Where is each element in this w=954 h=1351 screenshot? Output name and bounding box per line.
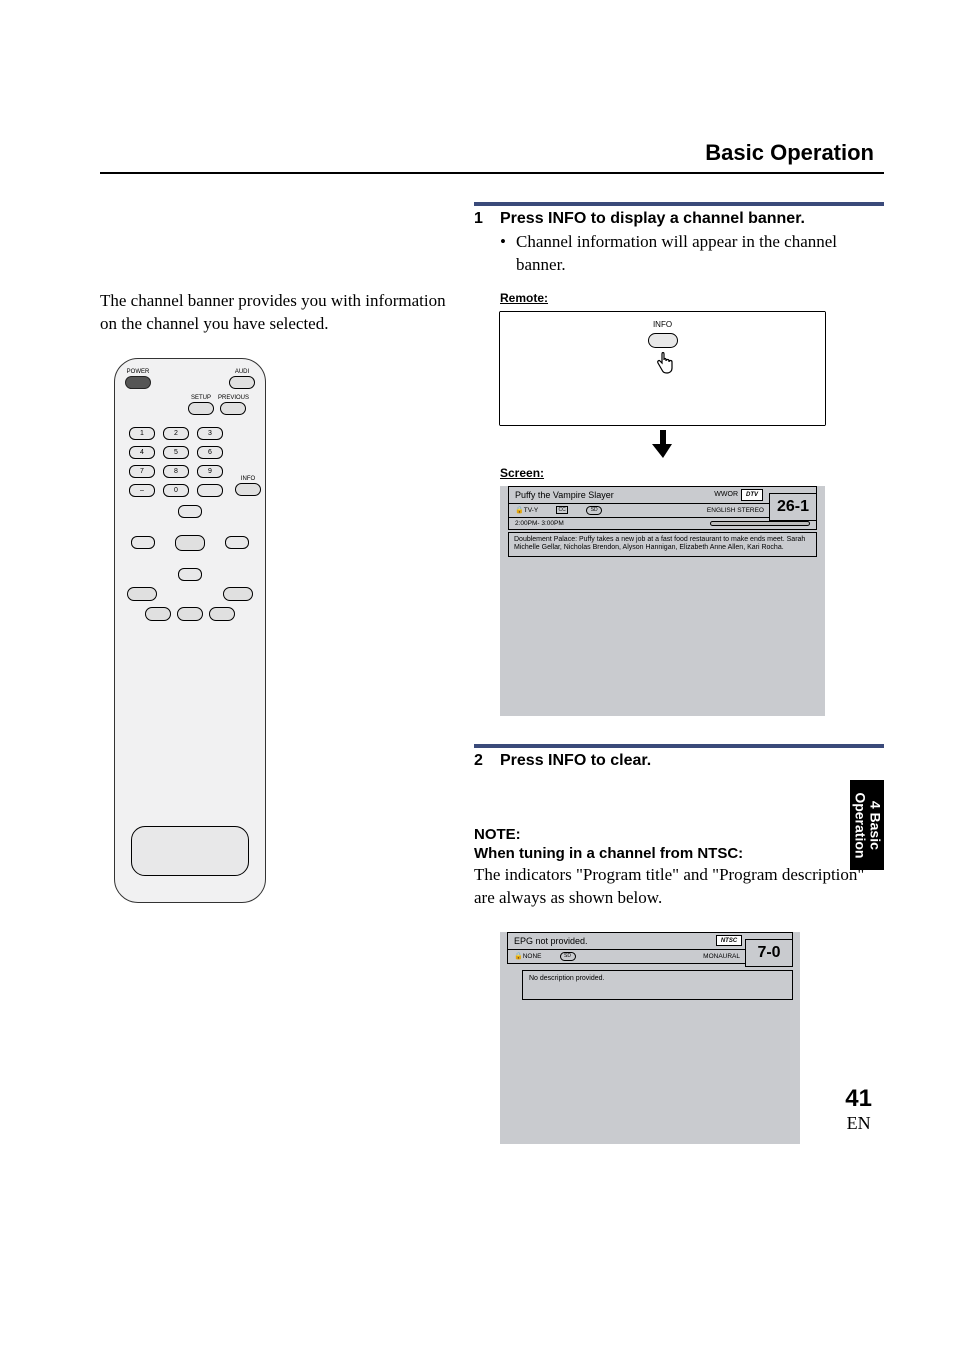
ntsc-badge: NTSC xyxy=(716,935,742,946)
note-section: NOTE: When tuning in a channel from NTSC… xyxy=(474,826,884,910)
dpad-left[interactable] xyxy=(131,536,155,549)
lock-icon: 🔒 xyxy=(515,507,524,514)
audi-label: AUDI xyxy=(235,369,249,375)
lock-icon-2: 🔒 xyxy=(514,953,523,960)
numpad-0[interactable]: 0 xyxy=(163,484,189,497)
progress-bar xyxy=(710,521,810,526)
intro-text: The channel banner provides you with inf… xyxy=(100,290,450,336)
program-title: Puffy the Vampire Slayer xyxy=(509,490,714,500)
chapter-tab: 4 Basic Operation xyxy=(850,780,884,870)
page-footer: 41 EN xyxy=(845,1085,872,1134)
channel-number-box-2: 7-0 xyxy=(745,939,793,967)
step-2-block: 2 Press INFO to clear. xyxy=(474,744,884,770)
step-1-bullet-text: Channel information will appear in the c… xyxy=(516,231,884,277)
mini-remote-diagram: INFO xyxy=(500,311,825,426)
tab-line-2: Operation xyxy=(852,792,867,858)
step-2-number: 2 xyxy=(474,752,488,770)
audi-button[interactable] xyxy=(229,376,255,389)
header-rule xyxy=(100,172,884,174)
previous-label: PREVIOUS xyxy=(218,395,249,401)
info-label: INFO xyxy=(241,476,255,482)
program-description-2: No description provided. xyxy=(522,970,793,1000)
page-container: Basic Operation The channel banner provi… xyxy=(0,0,954,1184)
note-header: NOTE: xyxy=(474,826,884,843)
page-title: Basic Operation xyxy=(100,140,884,172)
down-arrow-icon xyxy=(500,430,825,464)
numpad-7[interactable]: 7 xyxy=(129,465,155,478)
rating-text-2: NONE xyxy=(523,953,542,960)
mini-info-label: INFO xyxy=(653,320,672,329)
cc-badge: CC xyxy=(556,506,568,514)
lower-button-left[interactable] xyxy=(127,587,157,601)
step-2-text: Press INFO to clear. xyxy=(500,752,651,770)
callsign: WWOR xyxy=(714,491,741,498)
dpad-down[interactable] xyxy=(178,568,202,581)
rating-text: TV-Y xyxy=(524,507,538,514)
lower-button-right[interactable] xyxy=(223,587,253,601)
screen-diagram-1: 26-1 Puffy the Vampire Slayer WWOR DTV 🔒… xyxy=(500,486,825,716)
left-column: The channel banner provides you with inf… xyxy=(100,202,450,1144)
triple-button-1[interactable] xyxy=(145,607,171,621)
numpad-5[interactable]: 5 xyxy=(163,446,189,459)
screen-diagram-2: 7-0 EPG not provided. NTSC 🔒NONE SD MONA… xyxy=(500,932,800,1144)
numpad-1[interactable]: 1 xyxy=(129,427,155,440)
dpad-center[interactable] xyxy=(175,535,205,551)
step-1-number: 1 xyxy=(474,210,488,228)
remote-label: Remote: xyxy=(500,291,884,305)
sd-badge: SD xyxy=(586,506,602,515)
numpad-4[interactable]: 4 xyxy=(129,446,155,459)
note-body: The indicators "Program title" and "Prog… xyxy=(474,864,884,910)
power-label: POWER xyxy=(127,369,150,375)
note-subheader: When tuning in a channel from NTSC: xyxy=(474,845,884,862)
hand-pointer-icon xyxy=(653,352,673,376)
remote-control-diagram: POWER AUDI SETUP xyxy=(114,358,266,903)
bullet-dot: • xyxy=(500,231,508,277)
triple-button-3[interactable] xyxy=(209,607,235,621)
setup-button[interactable] xyxy=(188,402,214,415)
setup-label: SETUP xyxy=(191,395,211,401)
step-2-heading: 2 Press INFO to clear. xyxy=(474,752,884,770)
right-column: 1 Press INFO to display a channel banner… xyxy=(474,202,884,1144)
power-button[interactable] xyxy=(125,376,151,389)
dtv-badge: DTV xyxy=(741,489,763,501)
audio-text-2: MONAURAL xyxy=(703,953,740,960)
header: Basic Operation xyxy=(100,140,884,174)
numpad-8[interactable]: 8 xyxy=(163,465,189,478)
previous-button[interactable] xyxy=(220,402,246,415)
step-1-bullet: • Channel information will appear in the… xyxy=(474,231,884,277)
triple-button-2[interactable] xyxy=(177,607,203,621)
mini-info-button[interactable] xyxy=(648,333,678,348)
channel-number-box: 26-1 xyxy=(769,493,817,521)
numpad-dash[interactable]: – xyxy=(129,484,155,497)
numpad-6[interactable]: 6 xyxy=(197,446,223,459)
screen-label: Screen: xyxy=(500,466,884,480)
two-column-layout: The channel banner provides you with inf… xyxy=(100,202,884,1144)
step-rule xyxy=(474,744,884,748)
step-1-heading: 1 Press INFO to display a channel banner… xyxy=(474,210,884,228)
tab-line-1: 4 Basic xyxy=(867,792,882,858)
numpad-9[interactable]: 9 xyxy=(197,465,223,478)
large-bottom-button[interactable] xyxy=(131,826,249,876)
time-text: 2:00PM- 3:00PM xyxy=(515,520,564,527)
program-title-2: EPG not provided. xyxy=(508,936,716,946)
page-number: 41 xyxy=(845,1085,872,1113)
numpad-blank[interactable] xyxy=(197,484,223,497)
dpad-up[interactable] xyxy=(178,505,202,518)
sd-badge-2: SD xyxy=(560,952,576,961)
program-description: Doublement Palace: Puffy takes a new job… xyxy=(508,532,817,557)
dpad-right[interactable] xyxy=(225,536,249,549)
page-language: EN xyxy=(845,1113,872,1134)
step-rule xyxy=(474,202,884,206)
numpad-3[interactable]: 3 xyxy=(197,427,223,440)
audio-text: ENGLISH STEREO xyxy=(707,507,764,514)
step-1-text: Press INFO to display a channel banner. xyxy=(500,210,805,228)
info-button[interactable] xyxy=(235,483,261,496)
numpad-2[interactable]: 2 xyxy=(163,427,189,440)
